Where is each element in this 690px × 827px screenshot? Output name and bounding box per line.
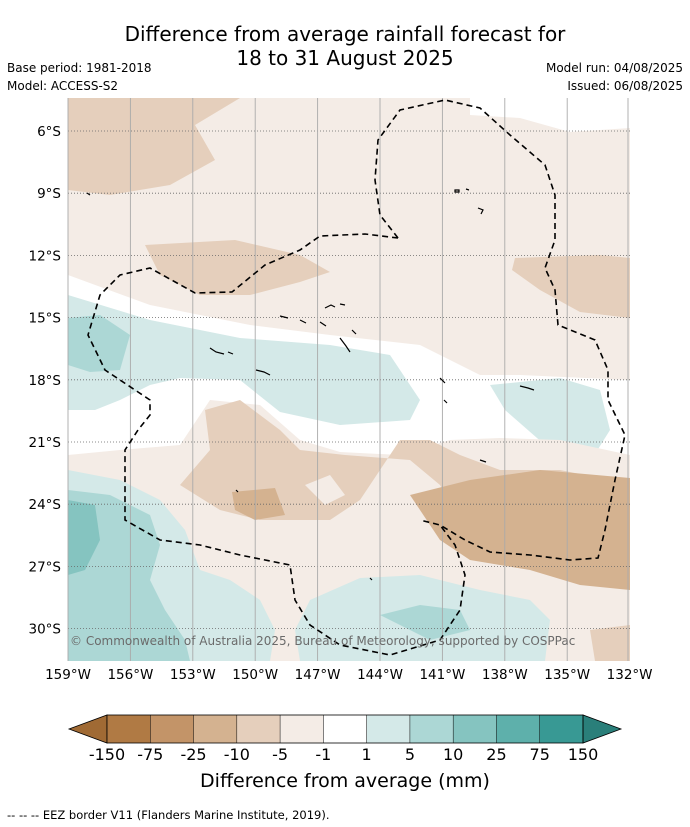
eez-border-west (87, 233, 466, 656)
colorbar-swatch (366, 715, 410, 743)
meta-left: Base period: 1981-2018 Model: ACCESS-S2 (7, 59, 152, 95)
eez-borders (87, 99, 626, 656)
drier-area-southeast (410, 470, 630, 590)
wet-core-west (68, 315, 130, 372)
island-group-north-2 (477, 207, 484, 215)
lon-label: 150°W (232, 667, 278, 683)
meta-right: Model run: 04/08/2025 Issued: 06/08/2025 (546, 59, 683, 95)
colorbar-tick-label: -25 (180, 745, 207, 764)
colorbar-frame (106, 714, 584, 744)
dry-area-east (512, 255, 630, 318)
colorbar-swatch (409, 715, 454, 743)
lon-label: 132°W (607, 667, 653, 683)
island-group-central (324, 303, 346, 309)
lat-label: 15°S (29, 311, 62, 327)
dry-area-central-north (145, 240, 330, 295)
colorbar-swatch (323, 715, 367, 743)
colorbar-tick-label: 75 (529, 745, 550, 764)
island-east-2 (519, 385, 535, 391)
lon-label: 159°W (45, 667, 91, 683)
longitude-labels: 159°W 156°W 153°W 150°W 147°W 144°W 141°W 138°W… (45, 667, 652, 683)
drier-spot (232, 488, 285, 520)
lon-label: 144°W (357, 667, 403, 683)
colorbar-swatch (280, 715, 324, 743)
colorbar-tick-label: -5 (272, 745, 289, 764)
light-spot (305, 475, 345, 505)
island-group-central-3 (339, 329, 357, 353)
island-west-2 (255, 369, 271, 376)
copyright-notice: © Commonwealth of Australia 2025, Bureau… (70, 634, 576, 648)
colorbar (67, 714, 623, 744)
lat-label: 27°S (29, 559, 62, 575)
title-line-1: Difference from average rainfall forecas… (124, 22, 566, 46)
wet-area-east (490, 378, 610, 462)
island-group-west (209, 347, 234, 355)
colorbar-tick-label: 10 (442, 745, 464, 764)
island-group-central-2 (279, 315, 327, 327)
base-period: Base period: 1981-2018 (7, 61, 152, 75)
colorbar-swatch (496, 715, 540, 743)
island-group-north (454, 188, 470, 193)
colorbar-title: Difference from average (mm) (200, 770, 490, 792)
colorbar-tick-label: -150 (88, 745, 126, 764)
lat-label: 6°S (37, 124, 61, 140)
dry-area-northwest (68, 98, 240, 195)
colorbar-swatch (107, 715, 151, 743)
lat-label: 12°S (29, 248, 62, 264)
colorbar-swatch (539, 715, 583, 743)
island-far-west (86, 192, 91, 196)
wetter-area-south (380, 605, 470, 640)
neutral-area-northeast (470, 98, 630, 132)
lon-label: 138°W (482, 667, 528, 683)
issued-date: Issued: 06/08/2025 (567, 79, 683, 93)
lon-label: 156°W (107, 667, 153, 683)
colorbar-tick-label: -10 (223, 745, 250, 764)
wet-belt (68, 295, 420, 425)
colorbar-tick-label: 5 (404, 745, 415, 764)
lon-label: 153°W (170, 667, 216, 683)
lat-label: 9°S (37, 186, 61, 202)
chart-title: Difference from average rainfall forecas… (0, 22, 690, 70)
lat-label: 24°S (29, 497, 62, 513)
lon-label: 135°W (544, 667, 590, 683)
colorbar-tick-label: -75 (137, 745, 164, 764)
model-name: Model: ACCESS-S2 (7, 79, 119, 93)
colorbar-swatch (453, 715, 497, 743)
colorbar-swatch (236, 715, 281, 743)
latitude-labels: 6°S 9°S 12°S 15°S 18°S 21°S 24°S 27°S 30°S (29, 124, 62, 638)
colorbar-tick-label: 25 (486, 745, 507, 764)
lon-label: 147°W (295, 667, 341, 683)
colorbar-extend-high (582, 714, 623, 744)
title-line-2: 18 to 31 August 2025 (236, 46, 454, 70)
colorbar-swatch (150, 715, 194, 743)
model-run: Model run: 04/08/2025 (545, 61, 683, 75)
colorbar-extend-low (67, 714, 108, 744)
island-group-south (235, 459, 487, 581)
lat-label: 30°S (29, 622, 62, 638)
lat-label: 21°S (29, 435, 62, 451)
islands (86, 188, 535, 581)
wet-core-southwest (68, 500, 100, 575)
colorbar-tick-label: 1 (361, 745, 372, 764)
dry-corner-southeast (590, 625, 630, 661)
lat-label: 18°S (29, 373, 62, 389)
eez-legend-note: -- -- -- EEZ border V11 (Flanders Marine… (7, 808, 330, 822)
gridlines (67, 98, 630, 661)
colorbar-tick-label: 150 (567, 745, 599, 764)
island-group-east (439, 377, 448, 404)
eez-border-east (374, 99, 626, 561)
colorbar-tick-label: -1 (315, 745, 332, 764)
lon-label: 141°W (419, 667, 465, 683)
colorbar-swatch (193, 715, 237, 743)
